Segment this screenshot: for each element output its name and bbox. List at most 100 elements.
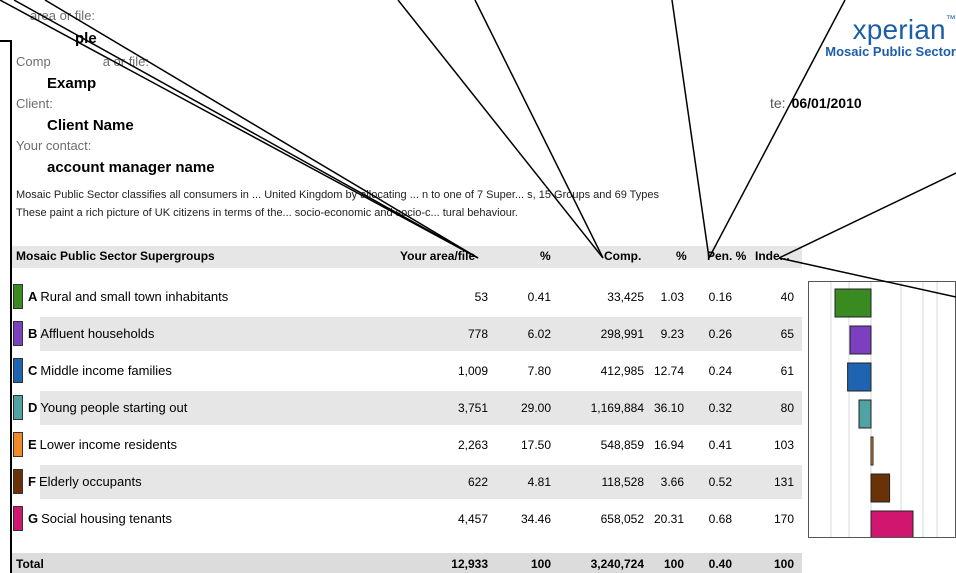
total-label: Total: [16, 557, 44, 571]
cell-index: 40: [780, 290, 794, 304]
index-bar-e: [870, 436, 874, 466]
index-bar-a: [834, 288, 872, 318]
group-color-swatch: [13, 432, 23, 457]
total-row: [12, 553, 802, 573]
cell-area: 622: [467, 475, 488, 489]
cell-pct: 6.02: [527, 327, 551, 341]
callout-line: [778, 257, 956, 298]
report-date: te: 06/01/2010: [770, 95, 862, 111]
cell-index: 80: [780, 401, 794, 415]
group-color-swatch: [13, 284, 23, 309]
cell-pct: 7.80: [527, 364, 551, 378]
corner-mark: [0, 40, 12, 42]
group-color-swatch: [13, 469, 23, 494]
group-name: F Elderly occupants: [28, 474, 142, 489]
cell-pen: 0.52: [708, 475, 732, 489]
index-bar-c: [847, 362, 872, 392]
header-comp: Comp.: [604, 249, 642, 263]
cell-cpct: 16.94: [653, 438, 684, 452]
cell-area: 1,009: [457, 364, 488, 378]
cell-pen: 0.68: [708, 512, 732, 526]
cell-area: 778: [467, 327, 488, 341]
group-color-swatch: [13, 358, 23, 383]
left-border: [10, 40, 12, 573]
header-pen: Pen. %: [707, 249, 747, 263]
table-row-background: [40, 317, 802, 351]
index-chart-svg: [830, 282, 938, 537]
table-row-background: [40, 391, 802, 425]
callout-line: [13, 0, 479, 259]
callout-line: [474, 0, 604, 259]
intro-line-1: Mosaic Public Sector classifies all cons…: [16, 189, 660, 201]
cell-index: 65: [780, 327, 794, 341]
total-area: 12,933: [451, 557, 488, 571]
cell-cpct: 9.23: [660, 327, 684, 341]
cell-comp: 658,052: [600, 512, 644, 526]
cell-cpct: 36.10: [653, 401, 684, 415]
cell-pen: 0.24: [708, 364, 732, 378]
cell-area: 53: [474, 290, 488, 304]
index-bar-b: [849, 325, 872, 355]
cell-cpct: 12.74: [653, 364, 684, 378]
total-comp-pct: 100: [663, 557, 684, 571]
group-name: A Rural and small town inhabitants: [28, 289, 229, 304]
cell-area: 4,457: [457, 512, 488, 526]
area-label: area or file:: [30, 8, 96, 23]
cell-area: 3,751: [457, 401, 488, 415]
cell-cpct: 1.03: [660, 290, 684, 304]
table-header: [12, 246, 802, 268]
client-label: Client:: [16, 96, 53, 111]
callout-line: [778, 172, 956, 259]
contact-value: account manager name: [47, 159, 215, 176]
comp-value: Examp: [47, 75, 97, 92]
total-comp: 3,240,724: [590, 557, 644, 571]
cell-comp: 298,991: [600, 327, 644, 341]
client-value: Client Name: [47, 117, 134, 134]
cell-comp: 548,859: [600, 438, 644, 452]
callout-line: [708, 0, 846, 259]
contact-label: Your contact:: [16, 138, 92, 153]
header-comp-pct: %: [676, 249, 687, 263]
cell-pct: 0.41: [527, 290, 551, 304]
index-bar-f: [870, 473, 891, 503]
cell-comp: 33,425: [607, 290, 644, 304]
table-row-background: [40, 465, 802, 499]
total-pen: 0.40: [708, 557, 732, 571]
total-pct: 100: [530, 557, 551, 571]
group-color-swatch: [13, 506, 23, 531]
cell-index: 103: [773, 438, 794, 452]
group-color-swatch: [13, 321, 23, 346]
cell-area: 2,263: [457, 438, 488, 452]
group-name: E Lower income residents: [28, 437, 177, 452]
group-name: G Social housing tenants: [28, 511, 172, 526]
header-supergroups: Mosaic Public Sector Supergroups: [16, 249, 215, 263]
index-bar-chart: [808, 281, 956, 538]
total-index: 100: [773, 557, 794, 571]
cell-pen: 0.32: [708, 401, 732, 415]
cell-pct: 4.81: [527, 475, 551, 489]
cell-pct: 17.50: [520, 438, 551, 452]
cell-pen: 0.41: [708, 438, 732, 452]
cell-comp: 412,985: [600, 364, 644, 378]
callout-line: [0, 0, 479, 259]
cell-cpct: 20.31: [653, 512, 684, 526]
cell-pct: 34.46: [520, 512, 551, 526]
index-bar-g: [870, 510, 914, 537]
callout-line: [671, 0, 710, 259]
cell-comp: 1,169,884: [590, 401, 644, 415]
group-name: C Middle income families: [28, 363, 172, 378]
cell-pct: 29.00: [520, 401, 551, 415]
group-color-swatch: [13, 395, 23, 420]
group-name: B Affluent households: [28, 326, 155, 341]
cell-index: 61: [780, 364, 794, 378]
header-pct: %: [540, 249, 551, 263]
index-bar-d: [858, 399, 872, 429]
group-name: D Young people starting out: [28, 400, 188, 415]
cell-index: 170: [773, 512, 794, 526]
header-index: Inde...: [755, 249, 790, 263]
cell-cpct: 3.66: [660, 475, 684, 489]
cell-pen: 0.16: [708, 290, 732, 304]
header-area: Your area/file: [400, 249, 476, 263]
callout-line: [44, 0, 479, 259]
